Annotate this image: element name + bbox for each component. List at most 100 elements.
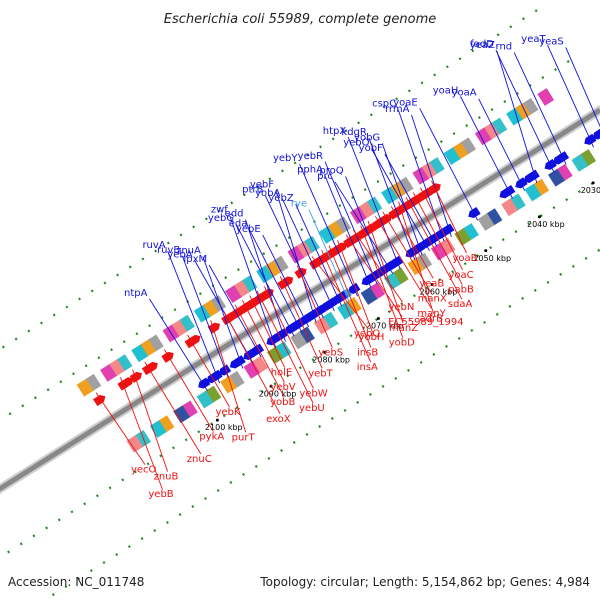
forward-gene-label: kdgR — [341, 127, 366, 138]
forward-gene-leader — [419, 108, 479, 221]
forward-gene-leader — [181, 255, 229, 378]
feature-block — [524, 183, 542, 202]
feature-block — [462, 223, 479, 241]
reverse-gene-leader — [328, 245, 372, 348]
forward-gene-label: yeaT — [521, 34, 546, 45]
feature-block — [571, 154, 589, 172]
reverse-gene-arrow — [145, 361, 158, 373]
forward-gene-label: edd — [225, 209, 244, 220]
feature-block — [451, 142, 469, 161]
reverse-gene-arrow — [224, 311, 238, 323]
forward-gene-arrow — [592, 128, 600, 140]
reverse-gene-leader — [345, 234, 403, 318]
reverse-gene-leader — [321, 250, 372, 363]
feature-block — [100, 364, 117, 382]
feature-block — [256, 265, 274, 284]
forward-gene-label: ruvA — [142, 240, 165, 251]
genome-stats-text: Topology: circular; Length: 5,154,862 bp… — [259, 575, 590, 589]
reverse-gene-leader — [337, 240, 373, 333]
tick-rail — [42, 248, 600, 600]
forward-gene-label: yeaS — [539, 36, 564, 47]
feature-block — [428, 157, 445, 175]
reverse-gene-label: manZ — [389, 323, 418, 334]
forward-gene-leader — [229, 215, 277, 348]
feature-block — [274, 341, 292, 360]
reverse-gene-leader — [187, 334, 230, 408]
kbp-tick-label: 2040 kbp — [527, 220, 565, 229]
reverse-gene-label: manY — [417, 308, 446, 319]
reverse-gene-label: pabB — [448, 284, 474, 295]
feature-block — [193, 304, 211, 323]
reverse-gene-leader — [353, 229, 403, 303]
forward-gene-leader — [295, 203, 343, 307]
feature-block — [360, 287, 378, 305]
reverse-gene-leader — [374, 216, 432, 309]
forward-gene-arrow — [198, 377, 211, 389]
forward-gene-label: yebF — [250, 179, 274, 190]
reverse-gene-label: yebU — [299, 403, 325, 414]
reverse-gene-label: yebN — [388, 302, 414, 313]
forward-gene-label: yoaH — [433, 85, 459, 96]
forward-gene-leader — [495, 49, 555, 173]
forward-gene-label: ntpA — [124, 288, 148, 299]
feature-block — [243, 361, 261, 379]
forward-gene-leader — [262, 234, 310, 328]
feature-block — [490, 117, 508, 136]
reverse-gene-leader — [256, 290, 314, 404]
forward-gene-label: yebY — [273, 153, 298, 164]
forward-gene-leader — [281, 198, 335, 311]
reverse-gene-leader — [311, 256, 369, 329]
forward-gene-leader — [496, 50, 538, 184]
forward-gene-label: yobG — [354, 132, 380, 143]
forward-gene-label: yeaZ — [470, 40, 495, 51]
forward-gene-arrow — [243, 349, 256, 361]
feature-block — [251, 356, 269, 374]
feature-block — [84, 373, 102, 392]
tick-rail — [0, 60, 570, 422]
reverse-gene-arrow — [121, 377, 134, 389]
kbp-tick-mark — [323, 350, 327, 354]
forward-gene-label: ptrB — [242, 185, 263, 196]
forward-gene-label: rye — [291, 199, 307, 210]
feature-block — [146, 334, 164, 353]
forward-gene-leader — [245, 219, 286, 342]
reverse-gene-leader — [279, 276, 323, 369]
forward-gene-leader — [324, 175, 372, 288]
map-title: Escherichia coli 55989, complete genome — [164, 12, 436, 27]
forward-gene-label: lpxM — [183, 254, 207, 265]
reverse-gene-leader — [223, 311, 281, 414]
forward-gene-leader — [411, 114, 452, 237]
forward-gene-leader — [513, 52, 567, 165]
map-background — [0, 9, 600, 600]
feature-block — [76, 378, 94, 397]
reverse-gene-label: yebB — [148, 489, 173, 500]
forward-gene-leader — [371, 148, 430, 251]
reverse-gene-leader — [405, 196, 463, 300]
feature-block — [318, 226, 336, 244]
reverse-gene-label: znuC — [187, 454, 212, 465]
forward-gene-label: proQ — [319, 165, 343, 176]
reverse-gene-label: yebT — [308, 368, 333, 379]
reverse-gene-leader — [431, 180, 467, 254]
reverse-gene-leader — [360, 225, 404, 338]
feature-block — [396, 176, 414, 195]
forward-gene-label: znuA — [176, 246, 201, 257]
reverse-gene-label: sdaA — [448, 299, 473, 310]
feature-block — [521, 97, 539, 116]
reverse-gene-label: adrB — [420, 314, 444, 325]
feature-block — [384, 272, 401, 291]
feature-block — [115, 354, 133, 372]
forward-gene-leader — [478, 98, 526, 191]
reverse-gene-leader — [296, 265, 333, 348]
feature-block — [149, 420, 167, 438]
forward-gene-leader — [345, 176, 387, 279]
reverse-gene-leader — [163, 349, 214, 432]
reverse-gene-leader — [367, 220, 404, 324]
feature-block — [326, 221, 344, 239]
forward-gene-arrow — [299, 313, 312, 325]
reverse-gene-leader — [95, 392, 146, 465]
forward-gene-label: zwf — [211, 205, 228, 216]
forward-gene-label: yebO — [343, 138, 369, 149]
kbp-tick-label: 2090 kbp — [259, 389, 297, 398]
reverse-gene-label: yebW — [299, 388, 327, 399]
